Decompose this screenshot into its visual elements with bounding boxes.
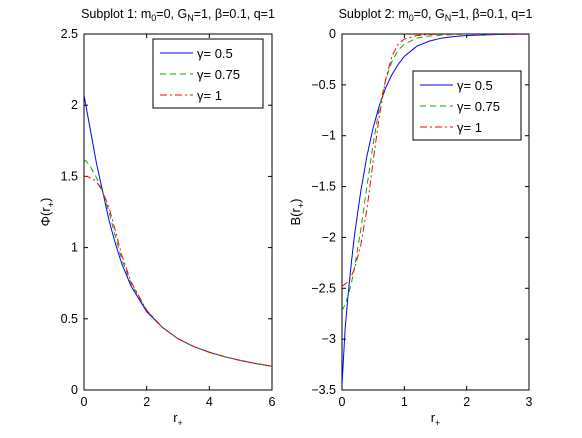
x-tick-label: 2 [463,395,470,409]
y-tick-label: 0.5 [61,312,78,326]
text-part: + [46,202,56,207]
y-tick-label: −1 [322,129,336,143]
x-tick-label: 2 [143,395,150,409]
series-line-3 [342,34,529,287]
x-tick-label: 6 [269,395,276,409]
x-tick-label: 3 [526,395,533,409]
text-part: + [178,418,183,428]
x-tick-label: 1 [401,395,408,409]
legend: γ= 0.5 γ= 0.75 γ= 1 [152,38,264,109]
text-part: B(r [288,207,303,225]
text-part: + [296,203,306,208]
series-line-2 [342,34,529,311]
y-tick-label: 1.5 [61,169,78,183]
x-axis-label: r+ [431,410,441,428]
y-axis-label: Φ(r+) [38,198,56,227]
text-part: =1, β=0.1, q=1 [194,7,275,21]
text-part: ) [288,199,303,203]
legend-box [412,70,522,141]
x-tick-label: 0 [339,395,346,409]
series-line-3 [84,175,272,367]
text-part: + [435,418,440,428]
text-part: Φ(r [38,207,53,227]
text-part: 0 [151,13,156,23]
x-axis-label: r+ [173,410,183,428]
y-tick-label: −2.5 [311,281,336,295]
legend-entry-3: γ= 1 [457,120,482,135]
legend-entry-1: γ= 0.5 [197,46,233,61]
text-part: 0 [409,13,414,23]
legend-entry-2: γ= 0.75 [197,67,240,82]
y-tick-label: 2.5 [61,27,78,41]
legend-entry-2: γ= 0.75 [457,99,500,114]
text-part: Subplot 1: m [81,7,151,21]
y-tick-label: −3 [322,332,336,346]
y-tick-label: −2 [322,230,336,244]
x-tick-label: 0 [81,395,88,409]
y-tick-label: 2 [71,98,78,112]
text-part: N [187,13,194,23]
text-part: N [445,13,452,23]
y-tick-label: 0 [329,27,336,41]
text-part: =1, β=0.1, q=1 [451,7,532,21]
x-tick-label: 4 [206,395,213,409]
text-part: =0, G [414,7,445,21]
series-line-1 [342,34,529,385]
y-tick-label: −3.5 [311,383,336,397]
text-part: =0, G [156,7,187,21]
chart-title: Subplot 1: m0=0, GN=1, β=0.1, q=1 [81,7,275,23]
legend-entry-3: γ= 1 [197,88,222,103]
chart-title: Subplot 2: m0=0, GN=1, β=0.1, q=1 [339,7,533,23]
text-part: ) [38,198,53,202]
legend: γ= 0.5 γ= 0.75 γ= 1 [412,70,522,141]
y-axis-label: B(r+) [288,199,306,226]
text-part: r [173,410,178,425]
y-tick-label: 1 [71,241,78,255]
legend-entry-1: γ= 0.5 [457,78,493,93]
y-tick-label: −0.5 [311,78,336,92]
y-tick-label: 0 [71,383,78,397]
y-tick-label: −1.5 [311,180,336,194]
text-part: r [431,410,436,425]
text-part: Subplot 2: m [339,7,409,21]
